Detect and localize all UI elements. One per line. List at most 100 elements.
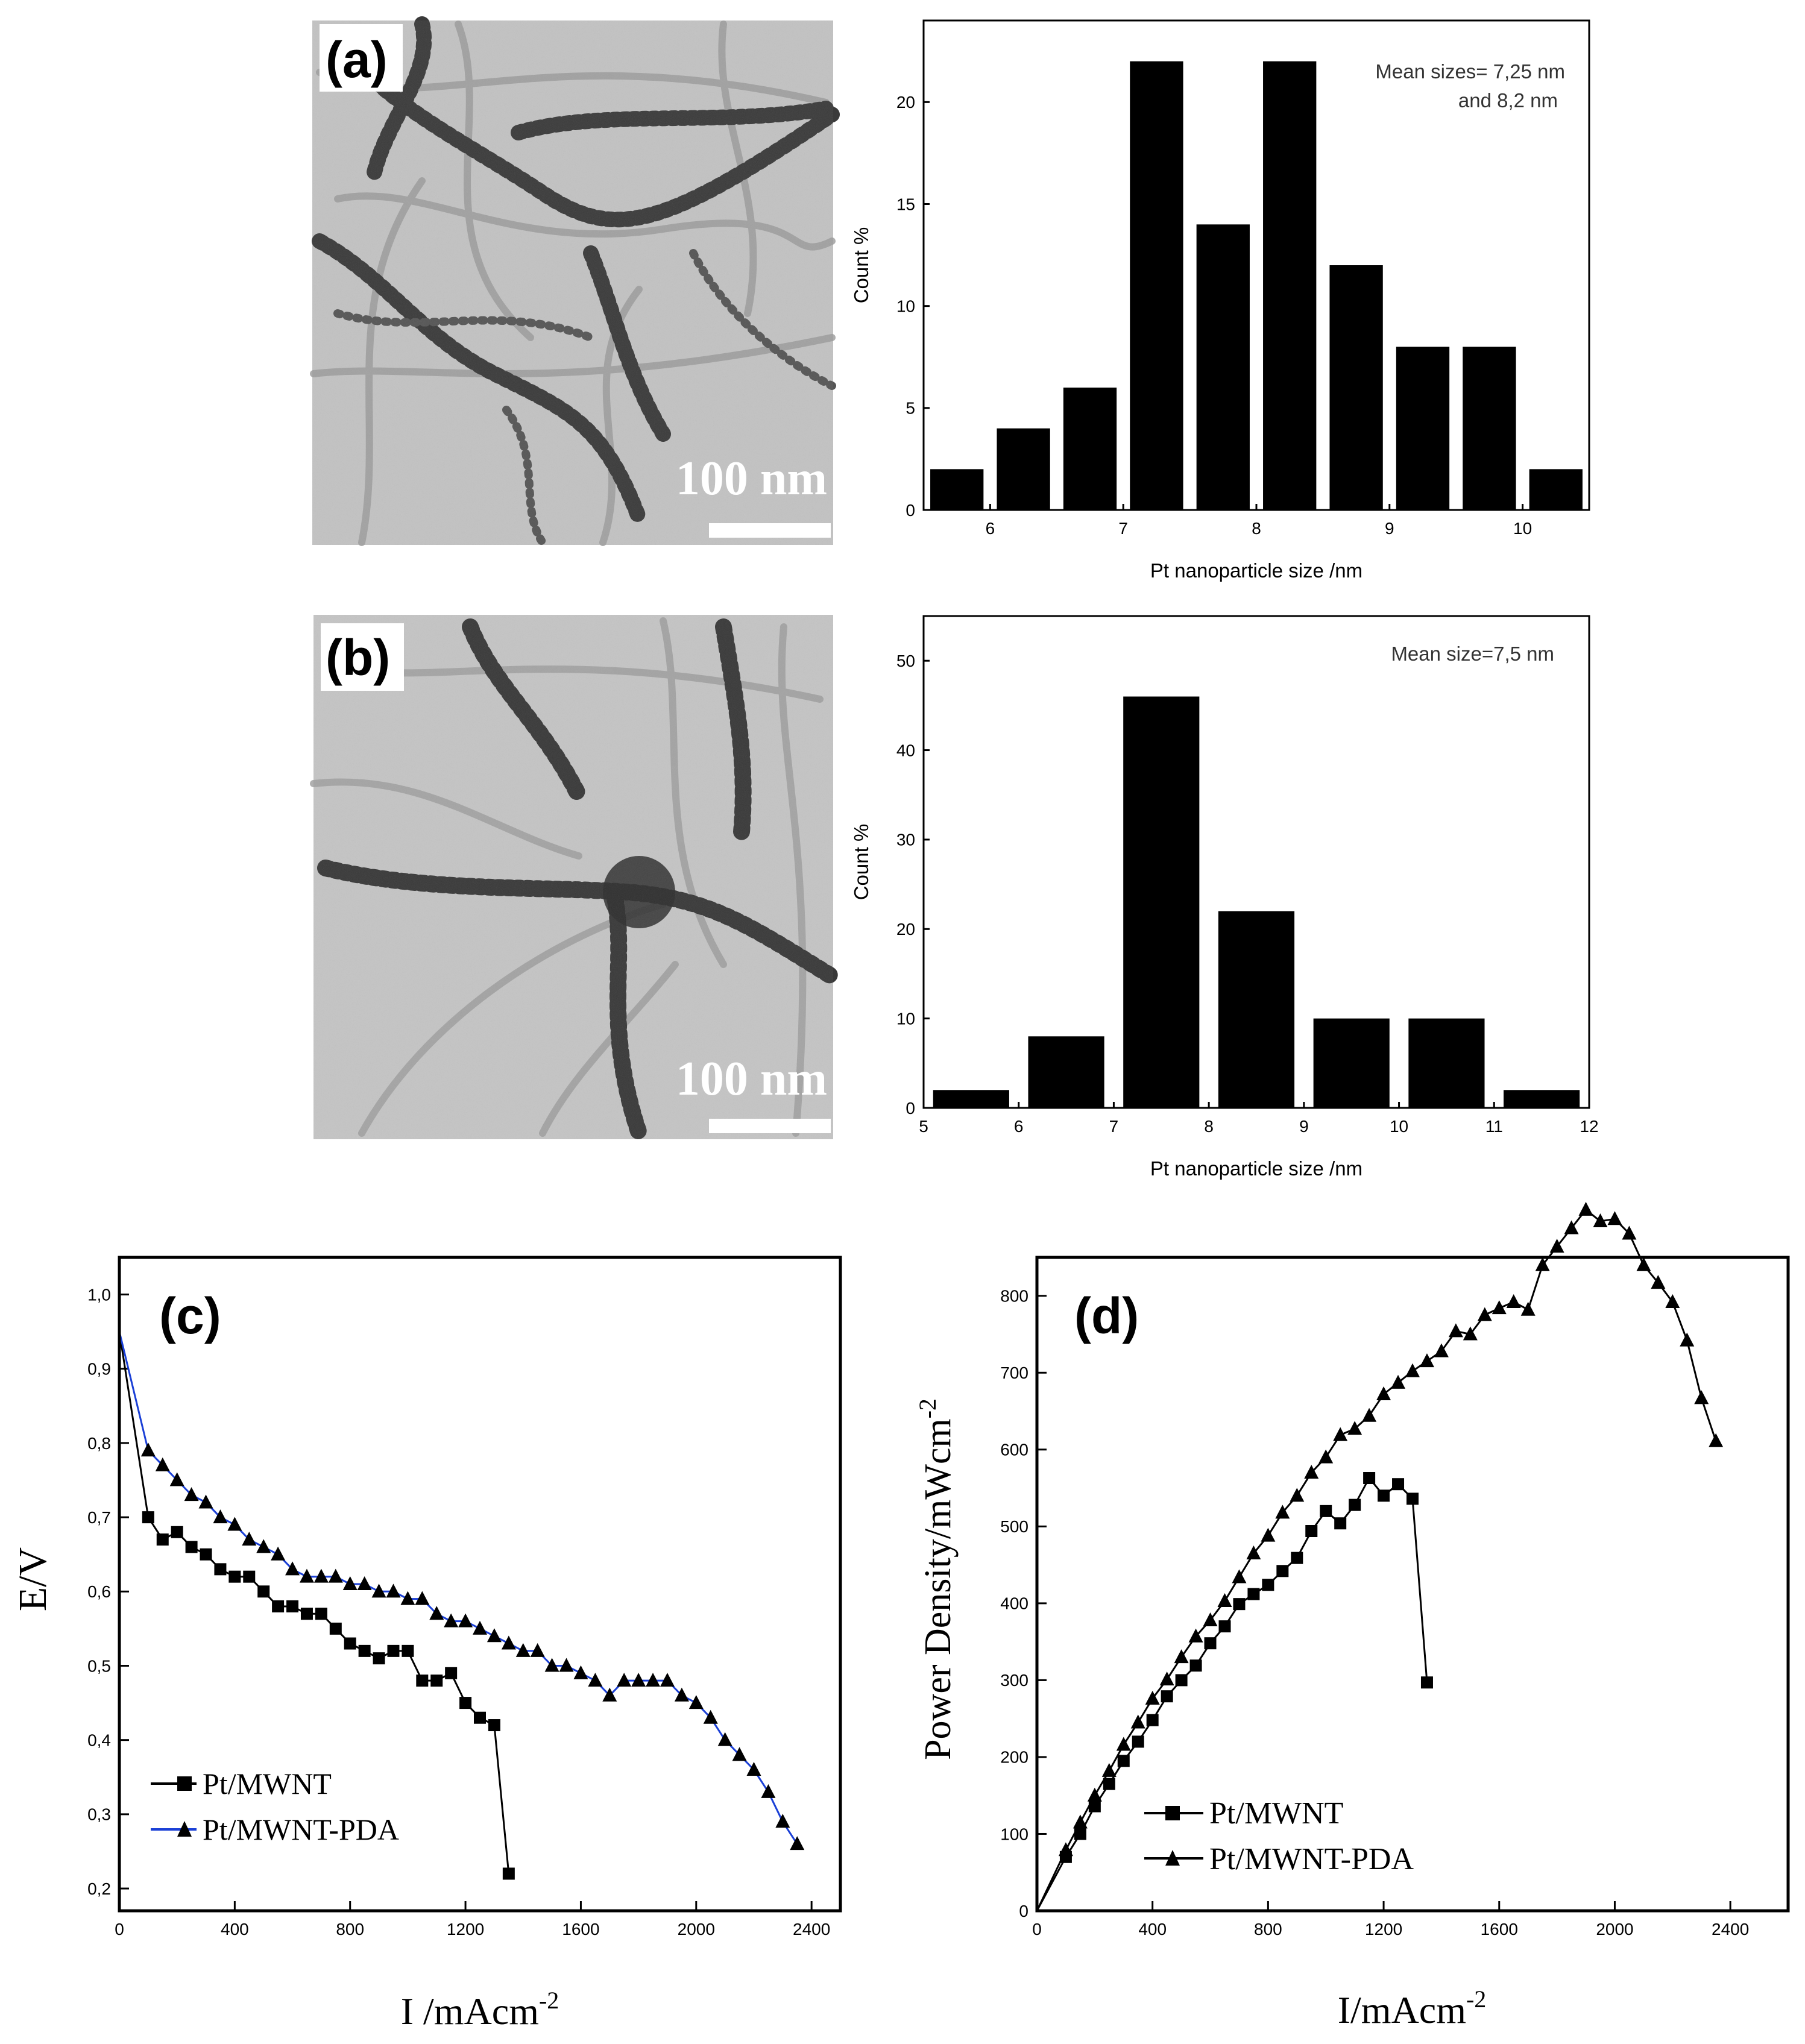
power-density-d-series-0-point-2 (1074, 1828, 1086, 1840)
power-density-d-series-0-point-3 (1088, 1800, 1101, 1813)
polarization-c-series-1-point-45 (775, 1814, 790, 1828)
power-density-chart-d: 0 400 800 1200 1600 2000 2400 0 100 200 300 400 500 6… (914, 1201, 1790, 2031)
histogram-b-ytick-label-2: 20 (896, 920, 915, 939)
polarization-c-series-1-point-38 (674, 1687, 689, 1702)
power-density-d-series-0-point-26 (1420, 1676, 1433, 1689)
power-density-d-series-1-point-26 (1419, 1353, 1434, 1368)
histogram-a-frame (922, 19, 1590, 511)
histogram-a-xlabel: Pt nanoparticle size /nm (1150, 559, 1362, 582)
power-density-d-xtick-label-2: 800 (1254, 1920, 1282, 1939)
polarization-c-xtick-label-2: 800 (336, 1920, 364, 1939)
polarization-c-series-1-point-8 (242, 1532, 257, 1546)
polarization-c-series-1-point-43 (746, 1761, 761, 1776)
power-density-d-series-0-point-9 (1175, 1674, 1188, 1687)
histogram-b-ylabel: Count % (850, 824, 872, 901)
power-density-d-series-1-point-46 (1709, 1433, 1724, 1447)
power-density-d-series-0-point-13 (1233, 1598, 1246, 1611)
power-density-d-series-1-point-39 (1607, 1211, 1622, 1225)
histogram-a-ylabel: Count % (850, 227, 872, 304)
power-density-d-series-1-point-22 (1362, 1407, 1377, 1422)
polarization-c-series (118, 1331, 805, 1880)
polarization-c-ytick-label-0: 0,2 (87, 1879, 111, 1898)
polarization-c-series-1-point-6 (213, 1509, 228, 1524)
power-density-d-series-0-point-7 (1146, 1714, 1159, 1726)
power-density-d-series-1-point-21 (1347, 1421, 1362, 1435)
power-density-d-ticks: 0 400 800 1200 1600 2000 2400 0 100 200 300 400 500 6… (1000, 1287, 1749, 1939)
histogram-a-ytick-label-2: 10 (896, 297, 915, 315)
histogram-b-bar-4 (1313, 1018, 1390, 1108)
power-density-d-series-1-point-18 (1304, 1465, 1319, 1479)
power-density-d-series-0-point-5 (1117, 1755, 1130, 1767)
power-density-d-xlabel-main: I/mAcm (1338, 1989, 1466, 2031)
polarization-c-series-1-point-20 (415, 1591, 430, 1605)
power-density-d-ytick-label-2: 200 (1000, 1748, 1029, 1767)
polarization-c-series-1-point-39 (688, 1695, 704, 1709)
polarization-c-series-1-point-24 (473, 1620, 487, 1635)
polarization-c-series-1-point-16 (357, 1576, 372, 1590)
polarization-c-series-1-point-13 (313, 1568, 329, 1583)
polarization-c-ytick-label-3: 0,5 (87, 1656, 111, 1675)
power-density-d-frame (1035, 1256, 1790, 1913)
power-density-d-legend: Pt/MWNT Pt/MWNT-PDA (1144, 1796, 1414, 1876)
power-density-d-series-1-point-14 (1246, 1545, 1261, 1559)
polarization-c-ytick-label-5: 0,7 (87, 1508, 111, 1527)
polarization-c-series-0-point-26 (502, 1867, 515, 1880)
power-density-d-series-1-point-27 (1434, 1343, 1449, 1357)
panel-a-label: (a) (326, 31, 388, 88)
polarization-c-series-0-point-1 (142, 1511, 154, 1524)
polarization-c-xtick-label-5: 2000 (678, 1920, 715, 1939)
power-density-d-series-1-point-7 (1145, 1691, 1160, 1705)
polarization-c-series-1-point-33 (602, 1687, 617, 1702)
power-density-d-series-0-point-11 (1204, 1637, 1217, 1650)
polarization-c-series-0-point-23 (459, 1697, 472, 1709)
power-density-d-xtick-label-4: 1600 (1481, 1920, 1518, 1939)
histogram-a-bar-3 (1130, 61, 1183, 510)
polarization-c-series-1-point-32 (588, 1673, 603, 1687)
histogram-b-bar-3 (1218, 911, 1295, 1108)
power-density-d-series-1-point-23 (1376, 1386, 1391, 1401)
power-density-d-series-1-point-6 (1130, 1714, 1145, 1729)
polarization-c-series-0-point-6 (214, 1563, 227, 1576)
polarization-c-series-0-point-12 (300, 1608, 313, 1620)
polarization-c-series-1-point-23 (458, 1613, 473, 1627)
polarization-c-ytick-label-6: 0,8 (87, 1434, 111, 1453)
polarization-c-series-1-point-21 (429, 1606, 444, 1620)
tem-image-a (310, 16, 840, 547)
polarization-c-series-1-point-30 (559, 1658, 574, 1672)
power-density-d-xtick-label-0: 0 (1032, 1920, 1042, 1939)
polarization-c-ytick-label-8: 1,0 (87, 1285, 111, 1304)
power-density-d-series-1-point-1 (1058, 1842, 1073, 1857)
histogram-a-bar-5 (1263, 61, 1317, 510)
polarization-c-series-1-point-4 (184, 1487, 199, 1502)
polarization-c-series-0-point-25 (488, 1719, 500, 1732)
power-density-d-ytick-label-3: 300 (1000, 1671, 1029, 1690)
power-density-d-series-0-point-24 (1392, 1478, 1405, 1491)
polarization-c-series-1-point-14 (328, 1568, 343, 1583)
polarization-c-series-1-point-34 (617, 1673, 632, 1687)
power-density-d-xtick-label-5: 2000 (1596, 1920, 1633, 1939)
histogram-b-bar-2 (1123, 696, 1200, 1108)
power-density-d-series-0-point-15 (1262, 1579, 1274, 1591)
polarization-c-series-1-point-31 (573, 1665, 588, 1679)
histogram-a-bar-0 (930, 469, 984, 510)
power-density-d-series-0-point-21 (1349, 1498, 1361, 1511)
power-density-d-series-0-point-19 (1320, 1505, 1332, 1517)
histogram-a-ticks: 6 7 8 9 10 0 5 10 15 20 (896, 93, 1532, 538)
power-density-d-xtick-label-3: 1200 (1365, 1920, 1402, 1939)
power-density-d-series-0-point-20 (1334, 1517, 1347, 1530)
power-density-d-ytick-label-5: 500 (1000, 1517, 1029, 1536)
polarization-c-series-1-point-18 (386, 1583, 401, 1598)
power-density-d-series-1-point-4 (1101, 1763, 1117, 1777)
polarization-c-series-1-point-10 (271, 1546, 286, 1561)
power-density-d-series-0-point-25 (1407, 1492, 1419, 1505)
histogram-b-xtick-label-6: 11 (1485, 1117, 1503, 1136)
panel-d-label: (d) (1074, 1288, 1139, 1344)
power-density-d-series-1-point-42 (1651, 1275, 1666, 1289)
power-density-d-series-1-point-32 (1506, 1294, 1521, 1308)
power-density-d-series-1-point-28 (1448, 1323, 1463, 1338)
legend-c-mwnt: Pt/MWNT (203, 1767, 332, 1800)
power-density-d-series-1-point-37 (1578, 1201, 1593, 1216)
histogram-b-ytick-label-1: 10 (896, 1009, 915, 1028)
histogram-b-xtick-label-1: 6 (1014, 1117, 1024, 1136)
histogram-b: 5 6 7 8 9 10 11 12 0 10 20 30 40 50 Pt nanoparticle s… (850, 615, 1599, 1180)
